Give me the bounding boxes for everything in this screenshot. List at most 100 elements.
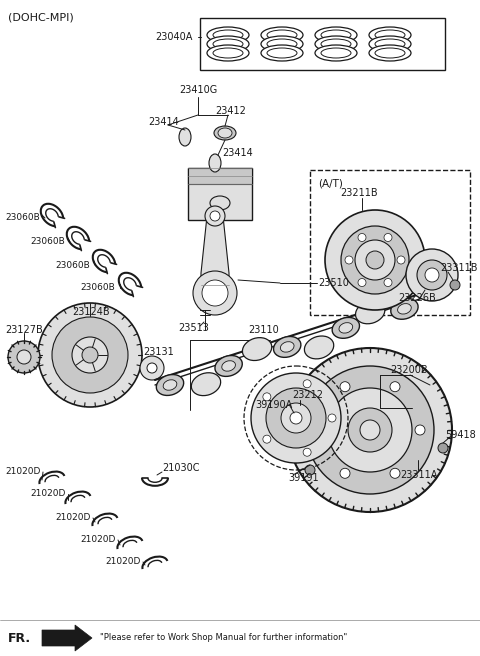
Text: 23060B: 23060B [80, 283, 115, 293]
Polygon shape [201, 216, 229, 293]
Circle shape [193, 271, 237, 315]
Ellipse shape [218, 128, 232, 138]
Ellipse shape [315, 36, 357, 52]
Circle shape [358, 279, 366, 287]
Bar [188, 168, 252, 220]
Ellipse shape [207, 45, 249, 61]
Ellipse shape [267, 30, 297, 40]
Text: 23131: 23131 [143, 347, 174, 357]
Circle shape [345, 256, 353, 264]
Ellipse shape [213, 30, 243, 40]
Circle shape [52, 317, 128, 393]
Ellipse shape [213, 48, 243, 58]
Text: 59418: 59418 [445, 430, 476, 440]
Circle shape [315, 425, 325, 435]
Circle shape [358, 234, 366, 241]
Circle shape [415, 425, 425, 435]
Ellipse shape [304, 336, 334, 359]
Text: 23060B: 23060B [30, 237, 65, 247]
Ellipse shape [339, 323, 353, 333]
Text: 39190A: 39190A [255, 400, 292, 410]
Circle shape [303, 380, 311, 388]
Ellipse shape [267, 39, 297, 49]
Text: 23110: 23110 [248, 325, 279, 335]
Text: 23513: 23513 [178, 323, 209, 333]
Text: 23414: 23414 [222, 148, 253, 158]
Ellipse shape [207, 36, 249, 52]
Text: 23412: 23412 [215, 106, 246, 116]
Text: 23414: 23414 [148, 117, 179, 127]
Ellipse shape [192, 373, 221, 396]
Ellipse shape [261, 36, 303, 52]
Text: 23124B: 23124B [72, 307, 109, 317]
Text: FR.: FR. [8, 632, 31, 644]
Circle shape [348, 408, 392, 452]
Ellipse shape [375, 48, 405, 58]
Text: "Please refer to Work Shop Manual for further information": "Please refer to Work Shop Manual for fu… [100, 634, 347, 642]
Ellipse shape [321, 48, 351, 58]
Text: 21030C: 21030C [162, 463, 200, 473]
Ellipse shape [369, 36, 411, 52]
Ellipse shape [179, 128, 191, 146]
Ellipse shape [356, 301, 385, 324]
Circle shape [384, 279, 392, 287]
Ellipse shape [315, 27, 357, 43]
Text: 21020D: 21020D [55, 514, 90, 522]
Bar [200, 18, 445, 70]
Text: (DOHC-MPI): (DOHC-MPI) [8, 13, 74, 23]
Text: (A/T): (A/T) [318, 179, 343, 189]
Ellipse shape [156, 375, 184, 396]
Text: 23040A: 23040A [155, 32, 192, 42]
Circle shape [328, 414, 336, 422]
Ellipse shape [261, 27, 303, 43]
Text: 23226B: 23226B [398, 293, 436, 303]
Circle shape [438, 443, 448, 453]
Ellipse shape [163, 380, 177, 390]
Ellipse shape [280, 342, 294, 352]
Circle shape [210, 211, 220, 221]
Circle shape [303, 448, 311, 456]
Ellipse shape [261, 45, 303, 61]
Ellipse shape [274, 337, 301, 358]
Circle shape [263, 435, 271, 443]
Text: 23212: 23212 [292, 390, 323, 400]
Circle shape [38, 303, 142, 407]
Ellipse shape [375, 39, 405, 49]
Circle shape [384, 234, 392, 241]
Ellipse shape [369, 27, 411, 43]
Circle shape [390, 382, 400, 392]
Circle shape [425, 268, 439, 282]
Text: 21020D: 21020D [105, 558, 140, 567]
Ellipse shape [215, 356, 242, 377]
Text: 21020D: 21020D [30, 489, 65, 499]
Text: 21020D: 21020D [80, 535, 115, 544]
Circle shape [205, 206, 225, 226]
Ellipse shape [321, 30, 351, 40]
Ellipse shape [267, 48, 297, 58]
Text: 23127B: 23127B [5, 325, 43, 335]
Ellipse shape [397, 304, 411, 314]
Circle shape [397, 256, 405, 264]
Circle shape [290, 412, 302, 424]
Ellipse shape [242, 338, 272, 361]
Ellipse shape [213, 39, 243, 49]
Ellipse shape [321, 39, 351, 49]
Circle shape [340, 382, 350, 392]
Circle shape [406, 249, 458, 301]
Bar [310, 170, 470, 315]
Ellipse shape [332, 318, 360, 338]
Text: 23060B: 23060B [5, 213, 40, 222]
Text: 23510: 23510 [318, 278, 349, 288]
Circle shape [266, 388, 326, 448]
Circle shape [360, 420, 380, 440]
Polygon shape [42, 625, 92, 651]
Circle shape [341, 226, 409, 294]
Circle shape [281, 403, 311, 433]
Circle shape [82, 347, 98, 363]
Circle shape [417, 260, 447, 290]
Text: 23311A: 23311A [400, 470, 437, 480]
Ellipse shape [315, 45, 357, 61]
Text: 23410G: 23410G [179, 85, 217, 95]
Text: 23200B: 23200B [390, 365, 428, 375]
Text: 23060B: 23060B [55, 260, 90, 270]
